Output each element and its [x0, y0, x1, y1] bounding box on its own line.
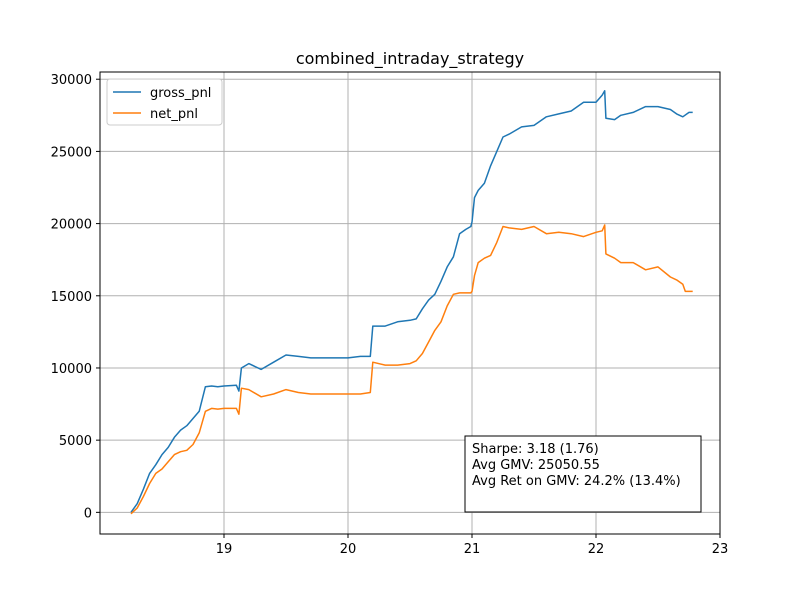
stats-avg-gmv: Avg GMV: 25050.55 [472, 458, 600, 473]
y-tick-label: 15000 [51, 290, 92, 305]
x-tick-label: 20 [340, 542, 357, 557]
x-tick-label: 23 [712, 542, 729, 557]
y-axis: 0 5000 10000 15000 20000 25000 30000 [51, 73, 100, 521]
legend-label-gross-pnl: gross_pnl [150, 86, 211, 101]
stats-sharpe: Sharpe: 3.18 (1.76) [472, 442, 599, 457]
y-tick-label: 10000 [51, 362, 92, 377]
stats-box [464, 435, 702, 513]
plot-frame [99, 71, 721, 535]
y-tick-label: 25000 [51, 145, 92, 160]
y-tick-label: 20000 [51, 218, 92, 233]
legend-label-net-pnl: net_pnl [150, 107, 198, 122]
y-tick-label: 0 [84, 506, 92, 521]
stats-annotation: Sharpe: 3.18 (1.76) Avg GMV: 25050.55 Av… [464, 435, 702, 513]
chart-title: combined_intraday_strategy [296, 49, 524, 69]
y-tick-label: 5000 [59, 434, 92, 449]
x-tick-label: 22 [588, 542, 605, 557]
x-tick-label: 19 [216, 542, 233, 557]
y-tick-label: 30000 [51, 73, 92, 88]
legend: gross_pnl net_pnl [106, 78, 223, 126]
stats-avg-ret: Avg Ret on GMV: 24.2% (13.4%) [472, 474, 681, 489]
series-line-gross-pnl [130, 90, 693, 513]
x-tick-label: 21 [464, 542, 481, 557]
x-axis: 19 20 21 22 23 [216, 534, 729, 557]
series-line-net-pnl [130, 224, 693, 515]
grid-lines [100, 72, 721, 534]
series-layer [130, 90, 693, 515]
